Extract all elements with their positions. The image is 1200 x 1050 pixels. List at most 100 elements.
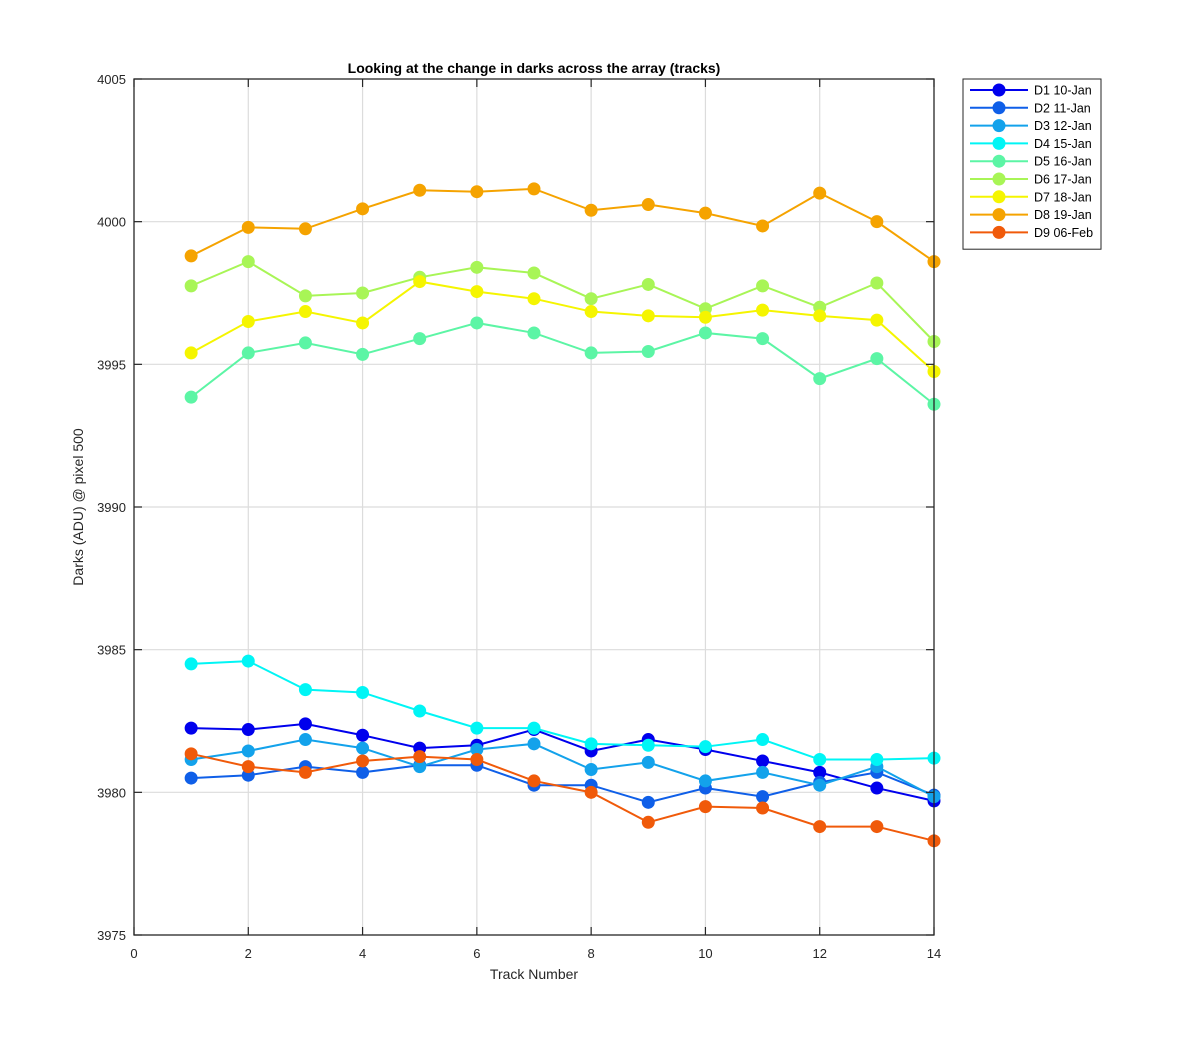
- series-line: [190, 260, 935, 343]
- x-tick-label: 14: [927, 946, 941, 961]
- series-line: [190, 738, 935, 798]
- data-point: [356, 741, 370, 755]
- data-point: [813, 186, 827, 200]
- data-point: [813, 778, 827, 792]
- data-point: [527, 182, 541, 196]
- series-line: [191, 660, 935, 761]
- data-point: [184, 657, 198, 671]
- data-point: [527, 721, 541, 735]
- series-group: [184, 182, 941, 269]
- data-point: [470, 753, 484, 767]
- data-point: [241, 654, 255, 668]
- x-tick-label: 4: [359, 946, 366, 961]
- series-line: [190, 280, 935, 373]
- data-point: [413, 183, 427, 197]
- data-point: [184, 279, 198, 293]
- data-point: [241, 744, 255, 758]
- data-point: [641, 344, 655, 358]
- data-point: [870, 215, 884, 229]
- data-point: [184, 747, 198, 761]
- series-line: [190, 321, 935, 406]
- legend-entry: D8 19-Jan: [970, 208, 1092, 222]
- x-tick-label: 10: [698, 946, 712, 961]
- data-point: [756, 801, 770, 815]
- data-point: [470, 316, 484, 330]
- legend-label: D1 10-Jan: [1034, 84, 1092, 98]
- data-point: [298, 336, 312, 350]
- legend-label: D9 06-Feb: [1034, 226, 1093, 240]
- x-tick-label: 8: [588, 946, 595, 961]
- legend-entry: D6 17-Jan: [970, 172, 1092, 187]
- legend-marker: [992, 119, 1006, 133]
- legend-label: D7 18-Jan: [1034, 190, 1092, 204]
- data-point: [241, 723, 255, 737]
- data-point: [356, 765, 370, 779]
- data-point: [698, 326, 712, 340]
- series-group: [184, 747, 941, 848]
- legend-label: D2 11-Jan: [1034, 101, 1091, 115]
- legend-entry: D4 15-Jan: [970, 136, 1092, 151]
- data-point: [641, 755, 655, 769]
- data-point: [241, 255, 255, 269]
- data-point: [870, 781, 884, 795]
- data-point: [584, 305, 598, 319]
- data-point: [756, 279, 770, 293]
- y-tick-label: 4000: [97, 215, 126, 230]
- series-layer: [184, 182, 941, 848]
- data-point: [756, 219, 770, 233]
- series-group: [184, 316, 941, 411]
- data-point: [870, 276, 884, 290]
- series-line: [190, 752, 935, 842]
- legend-entry: D5 16-Jan: [970, 154, 1092, 169]
- y-tick-label: 3985: [97, 643, 126, 658]
- data-point: [184, 771, 198, 785]
- data-point: [756, 332, 770, 346]
- legend: D1 10-Jan D2 11-Jan D3 12-Jan D4 15-Jan D5 1…: [962, 78, 1102, 250]
- y-tick-label: 3980: [97, 785, 126, 800]
- series-group: [184, 275, 941, 378]
- legend-entry: D3 12-Jan: [970, 119, 1092, 133]
- data-point: [527, 326, 541, 340]
- x-tick-label: 0: [130, 946, 137, 961]
- axis-ticks: 0 2 4 6 8 10 12 14 3975 3980 3985 3990 3995 4000 4005: [97, 72, 941, 961]
- legend-marker: [992, 83, 1006, 97]
- data-point: [184, 249, 198, 263]
- data-point: [698, 800, 712, 814]
- legend-marker: [992, 225, 1006, 239]
- data-point: [184, 346, 198, 360]
- data-point: [356, 202, 370, 216]
- data-point: [241, 220, 255, 234]
- data-point: [641, 738, 655, 752]
- x-axis-label: Track Number: [490, 966, 579, 982]
- y-tick-label: 3990: [97, 500, 126, 515]
- x-tick-label: 2: [245, 946, 252, 961]
- data-point: [756, 754, 770, 768]
- data-point: [584, 203, 598, 217]
- legend-entry: D9 06-Feb: [970, 225, 1093, 240]
- legend-label: D5 16-Jan: [1034, 155, 1092, 169]
- data-point: [470, 260, 484, 274]
- y-tick-label: 3995: [97, 357, 126, 372]
- y-tick-label: 4005: [97, 72, 126, 87]
- chart-title: Looking at the change in darks across th…: [348, 60, 721, 76]
- data-point: [584, 763, 598, 777]
- series-line: [191, 722, 935, 802]
- data-point: [641, 198, 655, 212]
- data-point: [698, 740, 712, 754]
- data-point: [756, 790, 770, 804]
- data-point: [813, 820, 827, 834]
- legend-marker: [992, 101, 1006, 115]
- legend-label: D4 15-Jan: [1034, 137, 1092, 151]
- x-tick-label: 12: [812, 946, 826, 961]
- data-point: [756, 765, 770, 779]
- data-point: [527, 737, 541, 751]
- data-point: [870, 753, 884, 767]
- data-point: [527, 292, 541, 306]
- data-point: [298, 717, 312, 731]
- data-point: [413, 704, 427, 718]
- data-point: [527, 266, 541, 280]
- data-point: [356, 286, 370, 300]
- data-point: [584, 292, 598, 306]
